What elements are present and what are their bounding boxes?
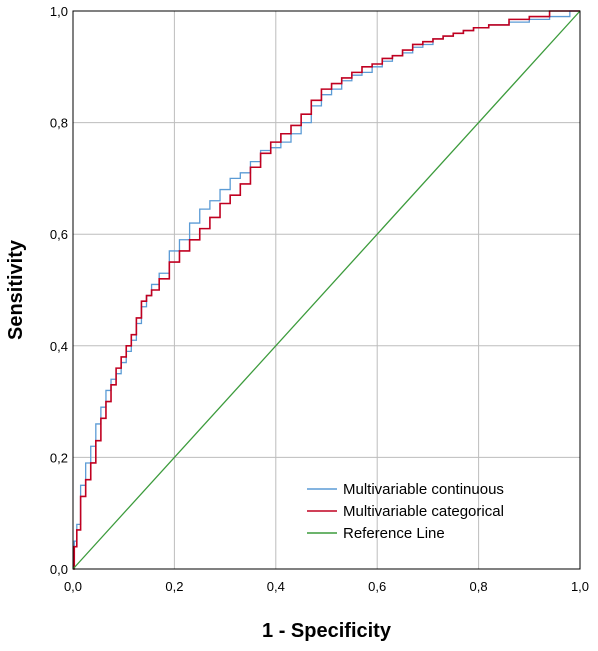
- legend-label: Reference Line: [343, 525, 445, 542]
- x-tick-label: 0,6: [368, 579, 386, 594]
- x-tick-label: 0,2: [165, 579, 183, 594]
- y-tick-label: 0,8: [50, 116, 68, 131]
- legend-label: Multivariable continuous: [343, 481, 504, 498]
- series-line-multivariable-categorical: [73, 10, 580, 570]
- x-tick-label: 0,8: [470, 579, 488, 594]
- y-tick-label: 0,0: [50, 562, 68, 577]
- y-tick-label: 0,2: [50, 450, 68, 465]
- grid-lines: [73, 11, 580, 569]
- x-tick-label: 1,0: [571, 579, 589, 594]
- series-lines: [72, 10, 581, 570]
- y-tick-label: 1,0: [50, 4, 68, 19]
- y-tick-label: 0,4: [50, 339, 68, 354]
- tick-labels: 0,0 0,2 0,4 0,6 0,8 1,0 0,0 0,2 0,4 0,6 0,8 1,0: [50, 4, 589, 594]
- y-axis-title: Sensitivity: [5, 239, 27, 340]
- legend: Multivariable continuous Multivariable ca…: [307, 481, 504, 542]
- series-line-reference-line: [72, 10, 581, 570]
- x-tick-label: 0,0: [64, 579, 82, 594]
- x-tick-label: 0,4: [267, 579, 285, 594]
- x-axis-title: 1 - Specificity: [262, 620, 392, 642]
- legend-label: Multivariable categorical: [343, 503, 504, 520]
- plot-frame: [72, 10, 581, 570]
- y-tick-label: 0,6: [50, 227, 68, 242]
